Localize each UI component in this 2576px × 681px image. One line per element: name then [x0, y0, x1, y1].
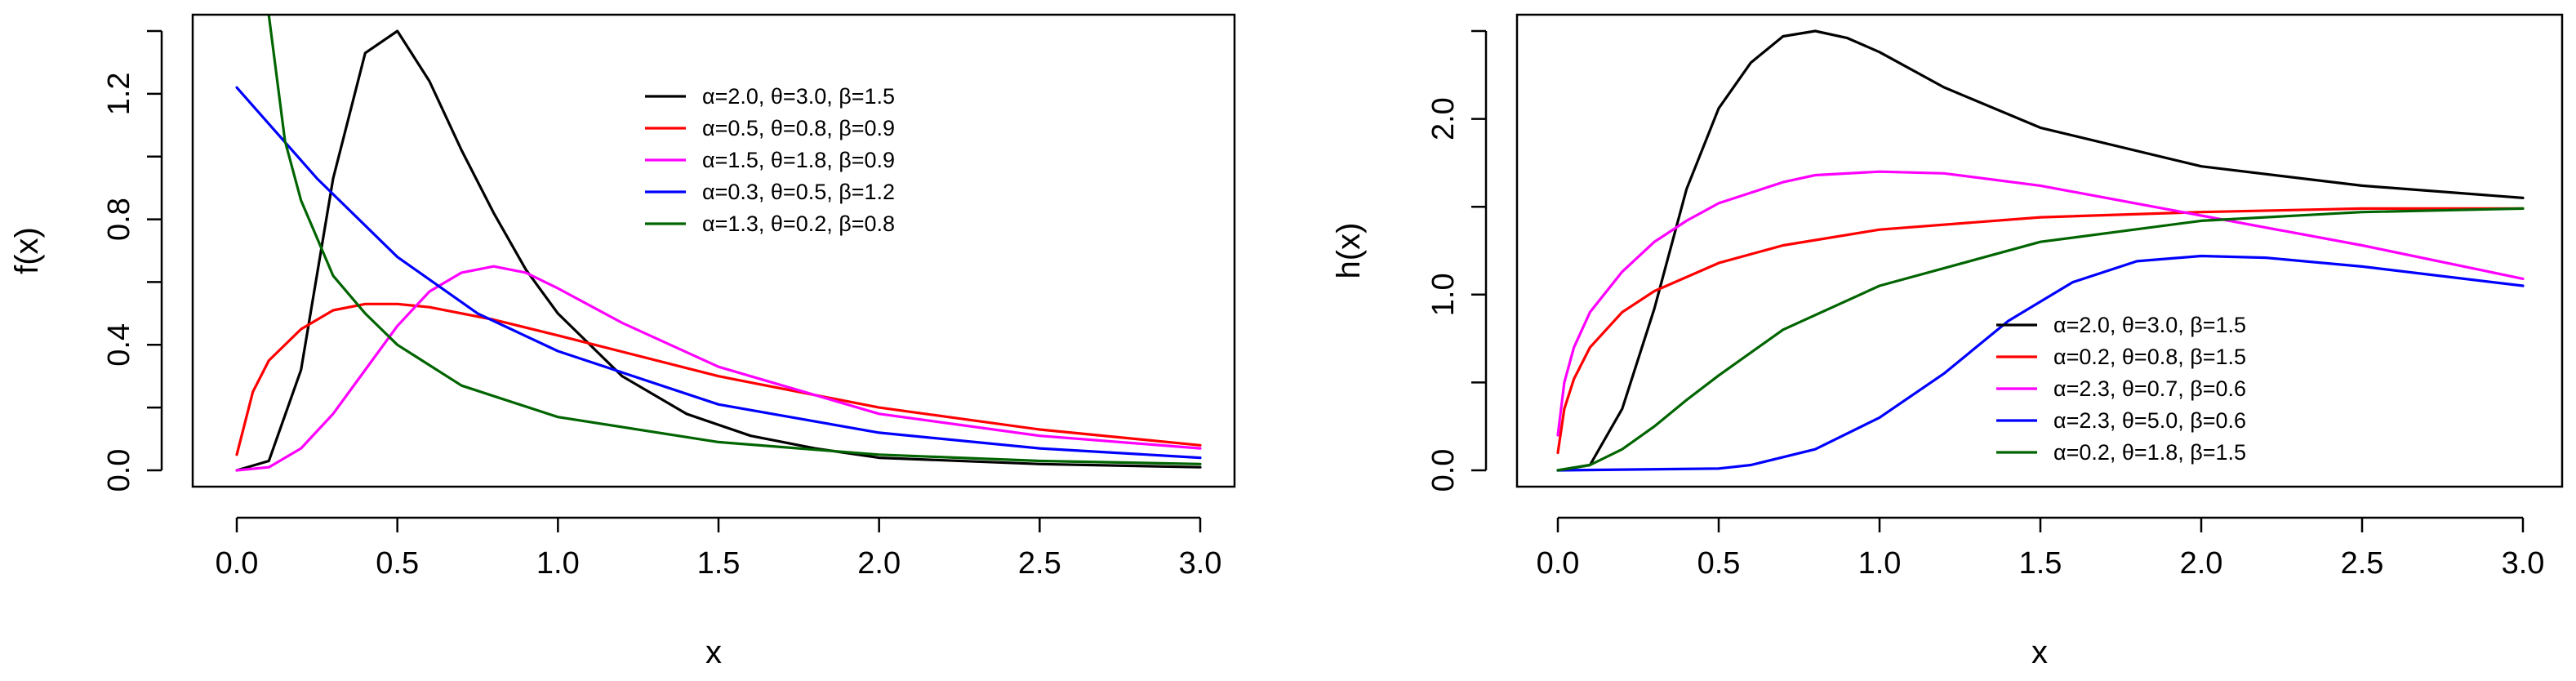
- x-tick-label: 1.5: [2019, 546, 2062, 581]
- series-line-2: [1556, 207, 2525, 455]
- y-tick-label: 1.0: [1426, 273, 1461, 316]
- series-line-4: [235, 86, 1202, 460]
- x-axis-title: x: [2031, 634, 2048, 670]
- legend-label: α=0.2, θ=1.8, β=1.5: [2053, 440, 2246, 465]
- hazard-plot-panel: 0.0 0.5 1.0 1.5 2.0 2.5 3.0 x 0.0 1.0 2.0 h(x) α=2.0…: [1331, 13, 2564, 670]
- plot-frame: [1515, 13, 2564, 488]
- density-plot-panel: 0.0 0.5 1.0 1.5 2.0 2.5 3.0 x 0.0 0.4 0.8 1.2 f(x) α=…: [9, 13, 1236, 670]
- x-tick-label: 0.5: [1697, 546, 1741, 581]
- series-line-5: [267, 15, 1202, 465]
- y-axis-title: h(x): [1331, 223, 1367, 279]
- series-line-3: [235, 265, 1202, 472]
- y-tick-label: 0.4: [102, 323, 136, 367]
- y-tick-label: 0.0: [1426, 449, 1461, 492]
- legend-label: α=2.0, θ=3.0, β=1.5: [2053, 313, 2246, 337]
- series-line-2: [235, 302, 1202, 456]
- legend-label: α=0.5, θ=0.8, β=0.9: [702, 116, 895, 140]
- x-tick-label: 1.5: [697, 546, 741, 581]
- y-tick-label: 2.0: [1426, 97, 1461, 140]
- legend-label: α=0.2, θ=0.8, β=1.5: [2053, 345, 2246, 369]
- x-tick-label: 1.0: [536, 546, 580, 581]
- x-tick-label: 2.5: [1018, 546, 1061, 581]
- series-line-3: [1556, 170, 2525, 437]
- legend-label: α=2.0, θ=3.0, β=1.5: [702, 84, 895, 109]
- x-tick-label: 0.0: [216, 546, 259, 581]
- legend-label: α=2.3, θ=5.0, β=0.6: [2053, 408, 2246, 433]
- x-tick-label: 1.0: [1858, 546, 1902, 581]
- x-tick-label: 0.5: [376, 546, 419, 581]
- legend-label: α=1.5, θ=1.8, β=0.9: [702, 148, 895, 172]
- x-tick-label: 0.0: [1537, 546, 1580, 581]
- y-axis-title: f(x): [9, 227, 45, 274]
- x-tick-label: 2.0: [857, 546, 901, 581]
- x-tick-label: 2.5: [2341, 546, 2384, 581]
- legend-label: α=1.3, θ=0.2, β=0.8: [702, 211, 895, 236]
- y-tick-label: 0.0: [102, 449, 136, 492]
- series-line-5: [1556, 207, 2525, 472]
- y-tick-label: 1.2: [102, 72, 136, 115]
- legend-label: α=0.3, θ=0.5, β=1.2: [702, 180, 895, 204]
- series-line-4: [1556, 254, 2525, 472]
- y-tick-label: 0.8: [102, 198, 136, 241]
- legend-label: α=2.3, θ=0.7, β=0.6: [2053, 376, 2246, 401]
- x-tick-label: 3.0: [2502, 546, 2545, 581]
- x-tick-label: 2.0: [2180, 546, 2223, 581]
- series-line-1: [1556, 29, 2525, 472]
- x-tick-label: 3.0: [1179, 546, 1222, 581]
- plot-frame: [191, 13, 1236, 488]
- x-axis-title: x: [705, 634, 722, 670]
